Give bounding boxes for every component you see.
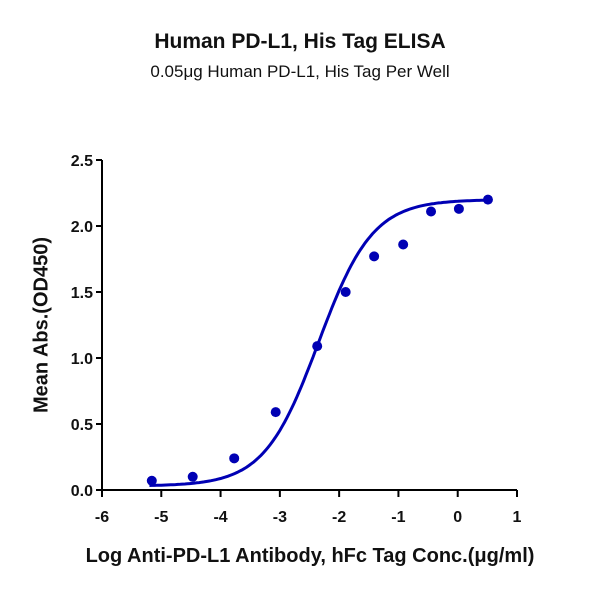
axes: 0.0 0.5 1.0 1.5 2.0 2.5 -6 -5 -4 -3 -2 -1 0 1 xyxy=(71,153,522,526)
y-tick-label: 1.5 xyxy=(71,285,93,302)
y-tick-label: 2.5 xyxy=(71,153,93,170)
x-tick-label: -5 xyxy=(154,509,168,526)
data-point xyxy=(340,287,351,297)
data-points xyxy=(146,194,493,486)
x-tick-label: -4 xyxy=(213,509,227,526)
data-point xyxy=(229,453,240,464)
x-tick-label: -1 xyxy=(391,509,405,526)
data-point xyxy=(453,203,464,214)
y-tick-label: 0.5 xyxy=(71,417,93,434)
data-point xyxy=(312,341,323,352)
y-tick-label: 2.0 xyxy=(71,219,93,236)
chart-title: Human PD-L1, His Tag ELISA xyxy=(154,30,446,53)
data-point xyxy=(398,239,409,250)
x-tick-label: -6 xyxy=(95,509,109,526)
data-point xyxy=(146,475,157,486)
y-tick-label: 1.0 xyxy=(71,351,93,368)
data-point xyxy=(187,471,198,482)
x-tick-label: -3 xyxy=(273,509,287,526)
data-point xyxy=(426,206,437,217)
x-tick-label: 0 xyxy=(453,509,462,526)
x-tick-label: 1 xyxy=(513,509,522,526)
data-point xyxy=(482,194,493,205)
chart-subtitle: 0.05μg Human PD-L1, His Tag Per Well xyxy=(150,62,450,81)
y-tick-label: 0.0 xyxy=(71,483,93,500)
data-point xyxy=(369,251,380,262)
data-point xyxy=(270,407,281,418)
x-tick-label: -2 xyxy=(332,509,346,526)
x-axis-label: Log Anti-PD-L1 Antibody, hFc Tag Conc.(μ… xyxy=(85,545,535,567)
